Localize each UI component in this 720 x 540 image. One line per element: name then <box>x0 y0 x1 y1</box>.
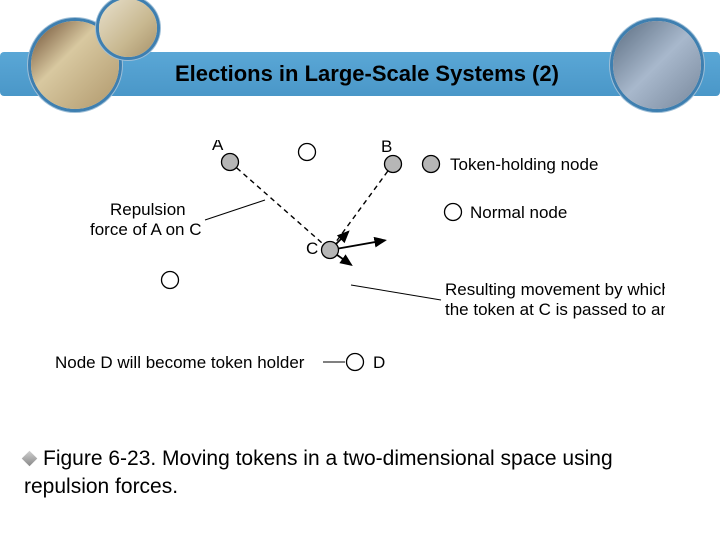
node-D <box>347 354 364 371</box>
diagram-label: the token at C is passed to another node <box>445 300 665 319</box>
bullet-icon <box>22 451 38 467</box>
repulsion-diagram: A B C D Repulsionforce of A on C Token-holdin… <box>55 140 665 390</box>
diagram-label: Node D will become token holder <box>55 353 305 372</box>
node-N1 <box>299 144 316 161</box>
caption-text: Figure 6-23. Moving tokens in a two-dime… <box>24 447 613 498</box>
label-connector <box>351 285 441 300</box>
token-legend-node <box>423 156 440 173</box>
diagram-label: Resulting movement by which <box>445 280 665 299</box>
slide-title: Elections in Large-Scale Systems (2) <box>175 61 559 87</box>
force-line <box>230 162 330 250</box>
diagram-label: Repulsion <box>110 200 186 219</box>
node-label-B: B <box>381 140 392 156</box>
label-connector <box>205 200 265 220</box>
node-N2 <box>162 272 179 289</box>
diagram-label: Token-holding node <box>450 155 598 174</box>
node-A <box>222 154 239 171</box>
normal-legend-node <box>445 204 462 221</box>
figure-caption: Figure 6-23. Moving tokens in a two-dime… <box>24 445 684 502</box>
force-line <box>330 164 393 250</box>
node-B <box>385 156 402 173</box>
node-C <box>322 242 339 259</box>
node-label-A: A <box>212 140 224 154</box>
diagram-label: force of A on C <box>90 220 202 239</box>
diagram-label: Normal node <box>470 203 567 222</box>
node-label-D: D <box>373 353 385 372</box>
decorative-photo-2 <box>96 0 160 60</box>
node-label-C: C <box>306 239 318 258</box>
decorative-photo-3 <box>610 18 704 112</box>
